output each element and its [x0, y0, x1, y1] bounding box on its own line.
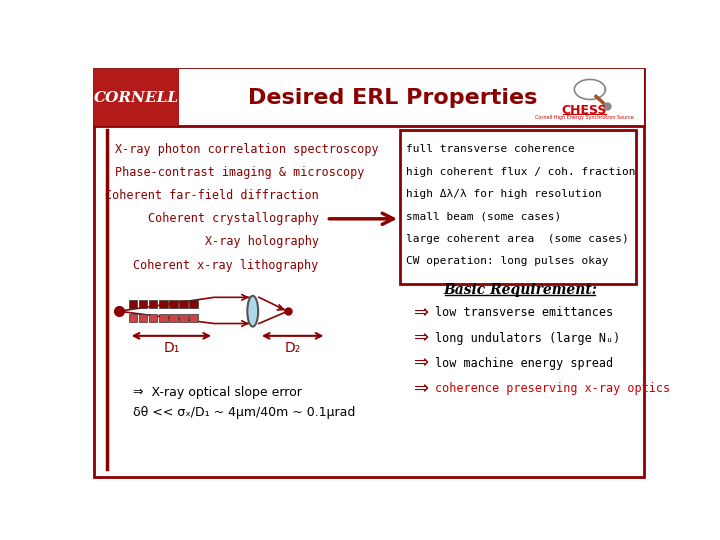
Text: high Δλ/λ for high resolution: high Δλ/λ for high resolution [406, 189, 602, 199]
Bar [189, 300, 198, 308]
Text: Coherent x-ray lithography: Coherent x-ray lithography [133, 259, 319, 272]
Text: full transverse coherence: full transverse coherence [406, 145, 575, 154]
Text: X-ray holography: X-ray holography [204, 235, 319, 248]
Bar [139, 300, 148, 308]
Text: low machine energy spread: low machine energy spread [435, 357, 613, 370]
Text: CHESS: CHESS [562, 105, 607, 118]
Text: Desired ERL Properties: Desired ERL Properties [248, 88, 537, 108]
Text: low transverse emittances: low transverse emittances [435, 306, 613, 319]
Bar [149, 300, 158, 308]
Text: coherence preserving x-ray optics: coherence preserving x-ray optics [435, 382, 670, 395]
Text: D₁: D₁ [163, 341, 179, 355]
Bar [159, 300, 168, 308]
Bar [129, 314, 138, 322]
Text: ⇒: ⇒ [414, 329, 429, 347]
Bar [179, 314, 188, 322]
Bar [169, 300, 178, 308]
Text: small beam (some cases): small beam (some cases) [406, 212, 562, 221]
Ellipse shape [248, 296, 258, 327]
Text: ⇒: ⇒ [414, 355, 429, 373]
Bar [129, 300, 138, 308]
Bar [400, 130, 636, 284]
Text: long undulators (large Nᵤ): long undulators (large Nᵤ) [435, 332, 620, 345]
Bar [149, 314, 158, 322]
Text: Coherent far-field diffraction: Coherent far-field diffraction [105, 189, 319, 202]
Text: Basic Requirement:: Basic Requirement: [444, 282, 597, 296]
Text: X-ray photon correlation spectroscopy: X-ray photon correlation spectroscopy [114, 143, 379, 156]
Bar [169, 314, 178, 322]
Text: ⇒  X-ray optical slope error: ⇒ X-ray optical slope error [132, 386, 302, 399]
Bar [159, 314, 168, 322]
Text: Phase-contrast imaging & microscopy: Phase-contrast imaging & microscopy [114, 166, 364, 179]
Text: high coherent flux / coh. fraction: high coherent flux / coh. fraction [406, 167, 636, 177]
Bar [179, 300, 188, 308]
Text: CW operation: long pulses okay: CW operation: long pulses okay [406, 256, 608, 266]
Text: Cornell High Energy Synchrotron Source: Cornell High Energy Synchrotron Source [535, 116, 634, 120]
Bar [94, 69, 644, 126]
Bar [94, 69, 179, 126]
Text: D₂: D₂ [284, 341, 300, 355]
Text: large coherent area  (some cases): large coherent area (some cases) [406, 234, 629, 244]
Text: ⇒: ⇒ [414, 380, 429, 398]
Bar [189, 314, 198, 322]
Bar [139, 314, 148, 322]
Text: CORNELL: CORNELL [94, 91, 179, 105]
Text: ⇒: ⇒ [414, 303, 429, 322]
Text: δθ << σₓ/D₁ ~ 4μm/40m ~ 0.1μrad: δθ << σₓ/D₁ ~ 4μm/40m ~ 0.1μrad [132, 406, 355, 420]
Text: Coherent crystallography: Coherent crystallography [148, 212, 319, 225]
